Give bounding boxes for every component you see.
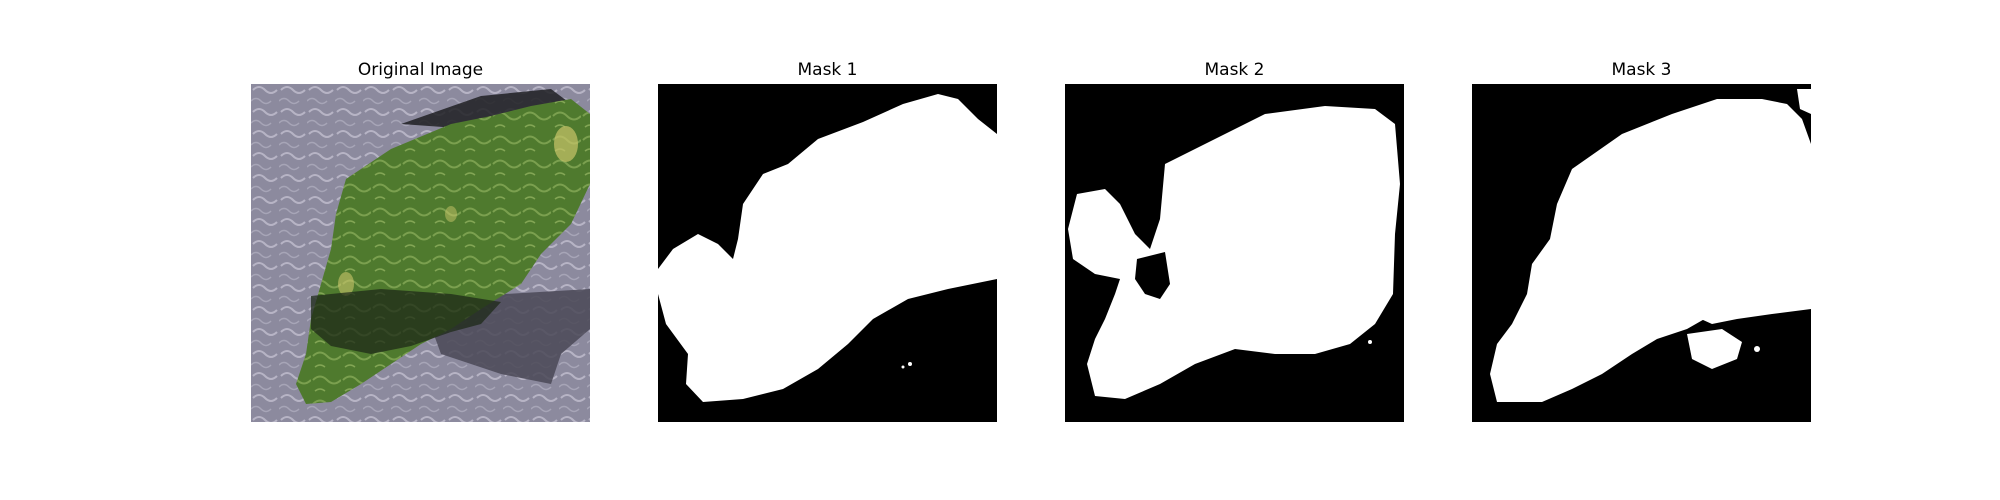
mask-1-image xyxy=(658,84,997,422)
panel-title: Mask 2 xyxy=(1204,60,1265,80)
mask-3-graphic xyxy=(1472,84,1811,422)
panel-mask-1: Mask 1 xyxy=(658,58,997,422)
mask-2-image xyxy=(1065,84,1404,422)
original-image-graphic xyxy=(251,84,590,422)
panel-title: Mask 3 xyxy=(1611,60,1672,80)
mask-2-graphic xyxy=(1065,84,1404,422)
mask-3-image xyxy=(1472,84,1811,422)
panel-mask-2: Mask 2 xyxy=(1065,58,1404,422)
original-image xyxy=(251,84,590,422)
panel-title: Original Image xyxy=(357,60,484,80)
panel-mask-3: Mask 3 xyxy=(1472,58,1811,422)
panel-original-image: Original Image xyxy=(251,58,590,422)
mask-1-graphic xyxy=(658,84,997,422)
panel-title: Mask 1 xyxy=(797,60,858,80)
